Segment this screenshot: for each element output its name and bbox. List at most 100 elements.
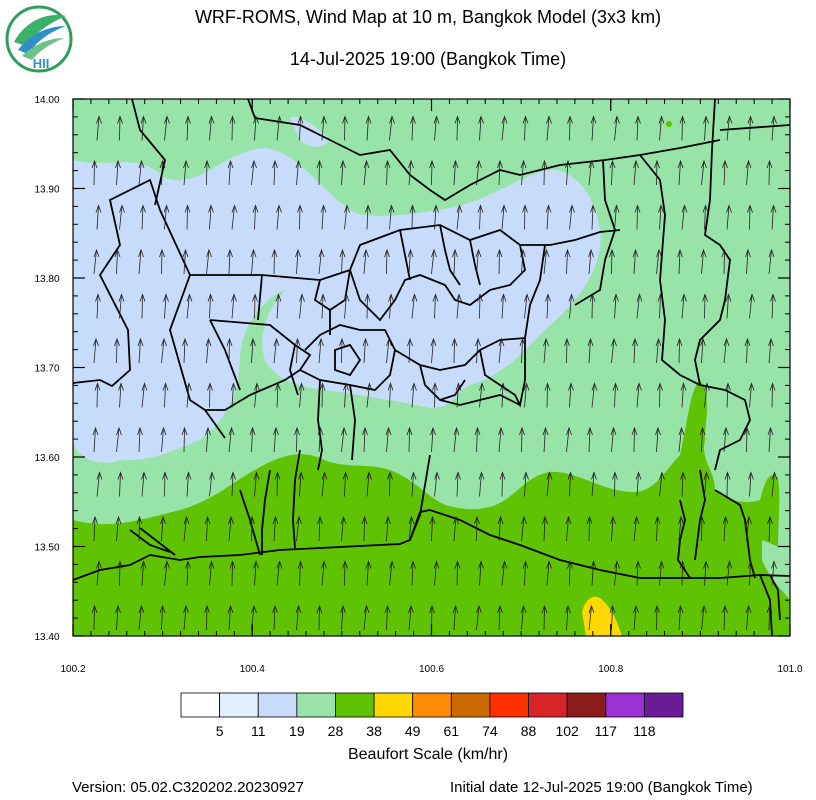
wind-arrow	[407, 248, 414, 275]
wind-arrow	[496, 248, 503, 275]
wind-arrow	[363, 248, 369, 275]
wind-arrow	[385, 426, 392, 453]
wind-arrow	[406, 426, 413, 453]
wind-arrow	[745, 248, 751, 275]
wind-arrow	[634, 204, 641, 230]
y-tick-label: 13.50	[34, 543, 59, 554]
wind-arrow	[434, 471, 440, 497]
wind-arrow	[588, 604, 595, 631]
wind-arrow	[681, 204, 688, 230]
wind-arrow	[204, 515, 211, 542]
hii-logo: HII	[5, 5, 73, 73]
wind-arrow	[433, 204, 439, 230]
wind-arrow	[340, 515, 347, 542]
wind-arrow	[591, 471, 597, 497]
wind-arrow	[795, 206, 800, 230]
wind-arrow	[342, 115, 348, 141]
wind-arrow	[433, 115, 440, 141]
wind-arrow	[226, 337, 233, 364]
wind-arrow	[723, 337, 730, 364]
wind-arrow	[343, 293, 350, 319]
wind-arrow	[429, 515, 436, 542]
wind-arrow	[566, 426, 572, 453]
wind-arrow	[722, 159, 728, 186]
wind-arrow	[182, 337, 188, 364]
wind-arrow	[250, 248, 257, 275]
wind-arrow	[770, 204, 777, 230]
wind-arrow	[678, 426, 685, 453]
wind-arrow	[228, 426, 235, 453]
wind-arrow	[389, 560, 395, 586]
wind-arrow	[747, 204, 753, 230]
wind-arrow	[793, 562, 798, 586]
wind-arrow	[680, 471, 686, 497]
wind-arrow	[724, 471, 731, 497]
wind-arrow	[205, 337, 212, 364]
wind-arrow	[703, 560, 709, 586]
wind-arrow	[318, 248, 325, 275]
wind-arrow	[164, 560, 170, 586]
wind-arrow	[794, 295, 799, 319]
wind-arrow	[276, 560, 283, 586]
wind-arrow	[745, 159, 752, 186]
wind-arrow	[430, 337, 437, 364]
wind-arrow	[230, 382, 237, 408]
wind-arrow	[726, 560, 733, 586]
wind-arrow	[589, 293, 596, 319]
wind-arrow	[588, 248, 594, 275]
wind-arrow	[320, 293, 326, 319]
wind-arrow	[791, 606, 796, 630]
wind-arrow	[317, 515, 323, 542]
wind-arrow	[340, 159, 346, 186]
wind-arrow	[677, 604, 684, 631]
wind-arrow	[295, 159, 302, 186]
wind-arrow	[680, 382, 687, 408]
wind-arrow	[520, 248, 526, 275]
wind-speed-field	[73, 99, 800, 636]
wind-arrow	[96, 560, 102, 586]
wind-arrow	[636, 293, 643, 319]
colorbar-swatch	[528, 692, 568, 718]
wind-arrow	[160, 515, 166, 542]
wind-arrow	[702, 293, 708, 319]
wind-arrow	[138, 248, 144, 275]
wind-arrow	[183, 515, 190, 542]
wind-arrow	[748, 382, 755, 408]
wind-arrow	[679, 115, 686, 141]
wind-arrow	[229, 115, 236, 141]
wind-arrow	[432, 293, 439, 319]
wind-arrow	[385, 515, 391, 542]
wind-arrow	[117, 115, 123, 141]
wind-arrow	[141, 471, 147, 497]
wind-arrow	[590, 204, 596, 230]
colorbar-swatch	[566, 692, 607, 718]
wind-arrow	[411, 382, 417, 408]
colorbar-label: 117	[595, 723, 618, 739]
colorbar-label: 74	[482, 723, 498, 739]
wind-arrow	[429, 159, 435, 186]
wind-arrow	[676, 337, 683, 364]
colorbar-swatch	[373, 692, 414, 718]
wind-arrow	[591, 382, 598, 408]
wind-arrow	[613, 204, 620, 230]
wind-arrow	[725, 382, 731, 408]
wind-arrow	[140, 560, 147, 586]
wind-arrow	[95, 293, 101, 319]
wind-arrow	[321, 560, 327, 586]
wind-arrow	[114, 337, 120, 364]
wind-arrow	[546, 560, 552, 586]
wind-arrow	[115, 604, 121, 631]
wind-arrow	[384, 248, 390, 275]
wind-arrow	[253, 115, 259, 141]
wind-arrow	[159, 604, 166, 631]
wind-arrow	[410, 471, 417, 497]
wind-arrow	[568, 382, 574, 408]
wind-arrow	[117, 471, 124, 497]
wind-arrow	[137, 426, 143, 453]
wind-arrow	[565, 515, 572, 542]
wind-arrow	[770, 293, 776, 319]
wind-arrow	[186, 382, 192, 408]
wind-arrow	[564, 248, 571, 275]
wind-arrow	[613, 293, 619, 319]
colorbar-swatch	[335, 692, 375, 718]
